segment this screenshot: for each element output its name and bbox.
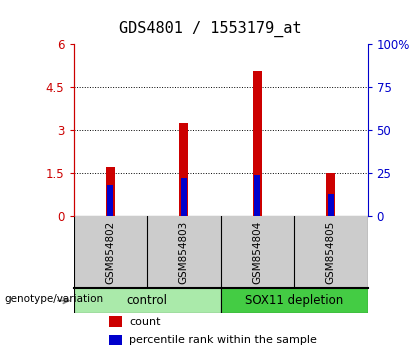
Text: count: count xyxy=(129,316,161,326)
Text: control: control xyxy=(126,294,168,307)
Bar xyxy=(109,335,122,345)
Bar xyxy=(328,194,334,216)
Bar xyxy=(106,167,115,216)
Text: GDS4801 / 1553179_at: GDS4801 / 1553179_at xyxy=(119,21,301,37)
Bar xyxy=(255,175,260,216)
Text: GSM854804: GSM854804 xyxy=(252,221,262,284)
Bar xyxy=(108,185,113,216)
Bar xyxy=(326,173,335,216)
Text: GSM854802: GSM854802 xyxy=(105,221,115,284)
Text: genotype/variation: genotype/variation xyxy=(4,294,103,304)
Bar xyxy=(253,72,262,216)
Text: percentile rank within the sample: percentile rank within the sample xyxy=(129,335,317,345)
Bar xyxy=(220,288,368,313)
Bar xyxy=(179,123,188,216)
Text: GSM854803: GSM854803 xyxy=(179,221,189,284)
Bar xyxy=(181,178,187,216)
Bar xyxy=(109,316,122,327)
Bar xyxy=(74,288,220,313)
Text: GSM854805: GSM854805 xyxy=(326,221,336,284)
Text: SOX11 depletion: SOX11 depletion xyxy=(245,294,343,307)
